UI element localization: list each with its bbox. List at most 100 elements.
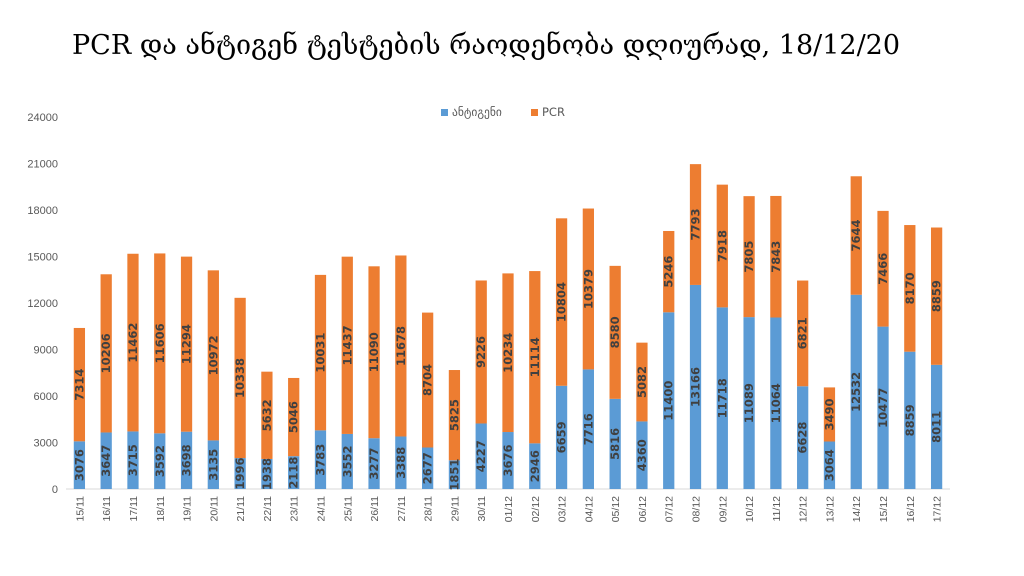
bar-antigen xyxy=(770,317,782,489)
data-label-antigen: 7716 xyxy=(581,413,595,445)
bar-antigen xyxy=(154,433,166,489)
data-label-antigen: 3715 xyxy=(126,444,140,476)
data-label-pcr: 5825 xyxy=(447,399,461,431)
bar-antigen xyxy=(529,443,541,489)
x-tick-label: 08/12 xyxy=(691,496,703,522)
data-label-antigen: 11089 xyxy=(742,383,756,423)
x-axis: 15/11 16/11 17/11 18/11 19/11 20/11 21/11 22/11… xyxy=(74,496,943,522)
data-label-pcr: 11462 xyxy=(126,323,140,363)
data-label-pcr: 6821 xyxy=(796,317,810,349)
bar-pcr xyxy=(288,377,300,457)
data-label-antigen: 11718 xyxy=(715,378,729,418)
bar-pcr xyxy=(180,256,193,432)
bar-antigen xyxy=(395,436,407,489)
data-label-antigen: 1938 xyxy=(260,458,274,490)
x-tick-label: 12/12 xyxy=(798,496,810,522)
data-label-antigen: 3064 xyxy=(822,449,836,481)
data-label-pcr: 5082 xyxy=(635,366,649,398)
x-tick-label: 15/12 xyxy=(878,496,890,522)
bar-antigen xyxy=(823,441,836,489)
x-tick-label: 21/11 xyxy=(235,496,247,522)
data-label-antigen: 3592 xyxy=(153,445,167,477)
bar-pcr xyxy=(154,253,166,434)
x-tick-label: 17/12 xyxy=(932,496,944,522)
bar-antigen xyxy=(689,284,702,489)
legend-label-antigen: ანტიგენი xyxy=(452,105,502,119)
data-label-antigen: 4360 xyxy=(635,439,649,471)
bar-antigen xyxy=(609,398,621,489)
y-tick-label: 15000 xyxy=(27,252,58,264)
bar-pcr xyxy=(609,265,621,399)
data-label-antigen: 1996 xyxy=(233,458,247,490)
data-label-antigen: 3277 xyxy=(367,448,381,480)
data-label-pcr: 10804 xyxy=(555,282,569,322)
data-label-antigen: 1851 xyxy=(447,459,461,491)
bar-antigen xyxy=(555,385,568,489)
bar-pcr xyxy=(689,164,702,285)
legend-swatch-antigen xyxy=(441,109,448,116)
x-tick-label: 19/11 xyxy=(182,496,194,522)
bar-pcr xyxy=(716,184,728,308)
data-label-antigen: 3676 xyxy=(501,445,515,477)
y-tick-label: 3000 xyxy=(34,438,58,450)
x-tick-label: 26/11 xyxy=(369,496,381,522)
bar-antigen xyxy=(797,386,809,489)
data-label-antigen: 6659 xyxy=(555,421,569,453)
data-label-antigen: 4227 xyxy=(474,440,488,472)
data-label-pcr: 11114 xyxy=(528,337,542,377)
bar-antigen xyxy=(422,447,434,489)
bar-pcr xyxy=(234,297,246,459)
data-label-pcr: 5632 xyxy=(260,399,274,431)
bar-pcr xyxy=(395,255,407,437)
x-tick-label: 10/12 xyxy=(744,496,756,522)
data-label-pcr: 11678 xyxy=(394,326,408,366)
bar-pcr xyxy=(73,327,86,442)
bar-pcr xyxy=(422,312,434,448)
bar-antigen xyxy=(73,441,86,489)
data-label-pcr: 10379 xyxy=(581,269,595,309)
bar-antigen xyxy=(207,440,219,489)
data-label-pcr: 7644 xyxy=(849,220,863,252)
x-tick-label: 14/12 xyxy=(851,496,863,522)
data-label-pcr: 10031 xyxy=(313,333,327,373)
data-label-pcr: 8704 xyxy=(421,364,435,396)
x-tick-label: 17/11 xyxy=(128,496,140,522)
data-label-pcr: 3490 xyxy=(822,398,836,430)
x-tick-label: 09/12 xyxy=(717,496,729,522)
bar-pcr xyxy=(555,218,568,386)
bar-pcr xyxy=(502,273,514,433)
x-tick-label: 20/11 xyxy=(208,496,220,522)
y-tick-label: 21000 xyxy=(27,159,58,171)
data-label-pcr: 5046 xyxy=(287,401,301,433)
bar-antigen xyxy=(180,431,193,489)
y-tick-label: 18000 xyxy=(27,205,58,217)
bar-pcr xyxy=(261,371,273,459)
x-tick-label: 16/11 xyxy=(101,496,113,522)
data-label-antigen: 3552 xyxy=(340,445,354,477)
x-tick-label: 24/11 xyxy=(315,496,327,522)
data-label-antigen: 11064 xyxy=(769,383,783,423)
data-label-antigen: 2946 xyxy=(528,450,542,482)
data-label-antigen: 6628 xyxy=(796,422,810,454)
data-label-pcr: 11090 xyxy=(367,332,381,372)
bar-antigen xyxy=(582,369,594,489)
data-label-antigen: 3076 xyxy=(72,449,86,481)
x-tick-label: 13/12 xyxy=(824,496,836,522)
data-label-pcr: 10338 xyxy=(233,358,247,398)
data-label-pcr: 7793 xyxy=(689,209,703,241)
data-label-antigen: 12532 xyxy=(849,372,863,412)
x-tick-label: 16/12 xyxy=(905,496,917,522)
data-label-pcr: 10234 xyxy=(501,333,515,373)
bar-pcr xyxy=(100,274,112,433)
bar-antigen xyxy=(502,432,514,489)
data-label-pcr: 7918 xyxy=(715,230,729,262)
bar-antigen xyxy=(904,351,916,489)
data-label-pcr: 10206 xyxy=(99,333,113,373)
bar-antigen xyxy=(850,294,862,489)
bar-antigen xyxy=(234,458,246,489)
data-label-pcr: 7805 xyxy=(742,241,756,273)
x-tick-label: 04/12 xyxy=(583,496,595,522)
x-tick-label: 18/11 xyxy=(155,496,167,522)
x-tick-label: 07/12 xyxy=(664,496,676,522)
bar-antigen xyxy=(100,432,112,489)
